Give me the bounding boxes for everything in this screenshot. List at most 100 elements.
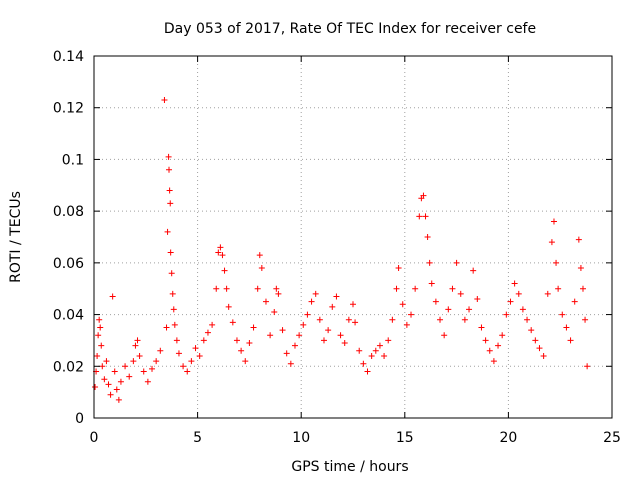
y-tick-label: 0.14 [53, 49, 84, 65]
data-point [215, 249, 222, 256]
data-point [449, 285, 456, 292]
data-point [144, 378, 151, 385]
data-point [364, 368, 371, 375]
x-tick-label: 5 [193, 430, 202, 446]
data-point [333, 293, 340, 300]
data-point [507, 298, 514, 305]
data-point [262, 298, 269, 305]
data-point [132, 342, 139, 349]
data-point [350, 301, 356, 308]
data-point [94, 352, 101, 359]
data-point [426, 259, 433, 266]
data-point [532, 337, 539, 344]
y-axis-label: ROTI / TECUs [8, 191, 24, 283]
data-point [490, 358, 497, 365]
data-point [122, 363, 129, 370]
data-point [166, 187, 173, 194]
data-point [337, 332, 344, 339]
data-point [98, 342, 105, 349]
data-point [267, 332, 274, 339]
data-point [503, 311, 510, 318]
y-tick-label: 0.1 [62, 152, 84, 168]
data-point [376, 342, 383, 349]
data-point [308, 298, 315, 305]
data-point [271, 308, 278, 315]
data-point [432, 298, 439, 305]
data-point [287, 360, 294, 367]
data-point [283, 350, 290, 357]
data-point [453, 259, 460, 266]
data-point [219, 252, 226, 259]
data-point [200, 337, 207, 344]
data-point [312, 290, 319, 297]
data-point [470, 267, 477, 274]
data-point [474, 296, 481, 303]
data-point [140, 368, 147, 375]
data-point [254, 285, 261, 292]
data-point [296, 332, 303, 339]
data-point [499, 332, 506, 339]
data-point [528, 327, 535, 334]
data-point [273, 285, 280, 292]
data-point [113, 386, 120, 393]
ticks: 0 0.02 0.04 0.06 0.08 0.1 0.12 0.14 0 5 10 15 20 25 [53, 49, 621, 446]
data-point [163, 324, 170, 331]
data-point [175, 350, 182, 357]
data-point [550, 218, 557, 225]
data-point [238, 347, 245, 354]
data-point [356, 347, 363, 354]
data-point [563, 324, 570, 331]
data-point [389, 316, 396, 323]
data-point [553, 259, 560, 266]
data-point [92, 383, 99, 390]
y-tick-label: 0.12 [53, 101, 84, 117]
data-point [115, 396, 122, 403]
data-point [223, 285, 230, 292]
data-point [217, 244, 224, 251]
data-point [495, 342, 502, 349]
data-point [168, 270, 175, 277]
data-point [329, 303, 336, 310]
data-point [515, 290, 522, 297]
data-point [316, 316, 323, 323]
data-point [192, 345, 199, 352]
x-tick-label: 25 [603, 430, 621, 446]
x-axis-label: GPS time / hours [291, 459, 408, 475]
x-tick-label: 20 [499, 430, 517, 446]
data-point [372, 347, 379, 354]
y-tick-label: 0 [75, 411, 84, 427]
data-point [275, 290, 282, 297]
data-point [136, 352, 143, 359]
data-point [171, 321, 178, 328]
data-point [111, 368, 118, 375]
data-point [325, 327, 332, 334]
data-point [196, 352, 203, 359]
data-point [466, 306, 473, 313]
data-point [555, 285, 562, 292]
x-tick-label: 15 [396, 430, 414, 446]
data-point [548, 239, 555, 246]
data-point [437, 316, 444, 323]
data-points [92, 96, 591, 403]
data-point [188, 358, 195, 365]
data-point [424, 234, 431, 240]
data-point [107, 391, 114, 398]
y-tick-label: 0.08 [53, 204, 84, 220]
data-point [134, 337, 141, 344]
data-point [412, 285, 419, 292]
data-point [105, 381, 112, 388]
data-point [519, 306, 526, 313]
data-point [571, 298, 578, 305]
data-point [173, 337, 180, 344]
data-point [341, 340, 348, 347]
data-point [99, 363, 106, 370]
data-point [577, 265, 584, 272]
plot-frame [93, 55, 613, 419]
data-point [300, 321, 307, 328]
data-point [161, 96, 168, 103]
data-point [457, 290, 464, 297]
data-point [167, 200, 174, 207]
data-point [213, 285, 220, 292]
data-point [204, 329, 211, 336]
data-point [101, 376, 108, 383]
